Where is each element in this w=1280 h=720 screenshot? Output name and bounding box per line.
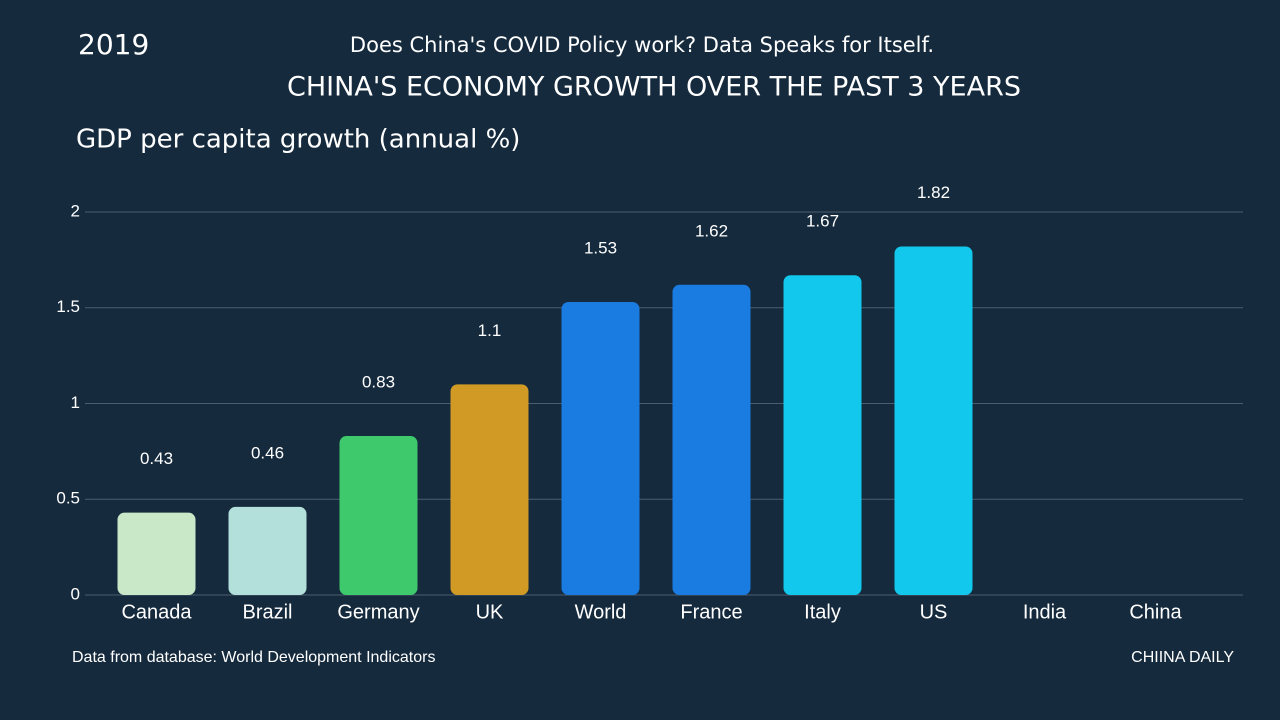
data-label: 1.67 <box>806 212 839 231</box>
x-tick-label: Brazil <box>242 601 292 623</box>
bar <box>450 384 529 595</box>
x-tick-label: Italy <box>804 601 841 623</box>
data-label: 1.1 <box>478 321 502 340</box>
source: Data from database: World Development In… <box>72 649 435 666</box>
x-tick-label: US <box>920 601 948 623</box>
y-tick-label: 1 <box>71 393 80 412</box>
data-label: 1.82 <box>917 183 950 202</box>
bar <box>339 436 418 595</box>
x-tick-label: World <box>575 601 627 623</box>
x-tick-label: Germany <box>337 601 419 623</box>
bar <box>228 506 307 595</box>
y-axis-label: GDP per capita growth (annual %) <box>76 125 520 155</box>
subtitle: Does China's COVID Policy work? Data Spe… <box>350 33 934 57</box>
bar <box>561 302 640 595</box>
x-tick-label: UK <box>476 601 504 623</box>
x-tick-label: Canada <box>121 601 192 623</box>
data-label: 1.62 <box>695 221 728 240</box>
year: 2019 <box>78 28 149 61</box>
bar <box>894 246 973 595</box>
x-tick-label: China <box>1129 601 1182 623</box>
bar <box>117 512 196 595</box>
data-label: 0.83 <box>362 373 395 392</box>
y-tick-label: 2 <box>71 201 80 220</box>
data-label: 0.46 <box>251 443 284 462</box>
x-tick-label: India <box>1023 601 1067 623</box>
x-tick-label: France <box>680 601 742 623</box>
data-label: 0.43 <box>140 449 173 468</box>
y-tick-label: 0.5 <box>56 489 80 508</box>
y-tick-label: 0 <box>71 584 80 603</box>
bar <box>672 284 751 595</box>
credit: CHIINA DAILY <box>1131 649 1234 666</box>
data-label: 1.53 <box>584 238 617 257</box>
chart-title: CHINA'S ECONOMY GROWTH OVER THE PAST 3 Y… <box>287 72 1021 103</box>
bar <box>783 275 862 595</box>
y-tick-label: 1.5 <box>56 297 80 316</box>
